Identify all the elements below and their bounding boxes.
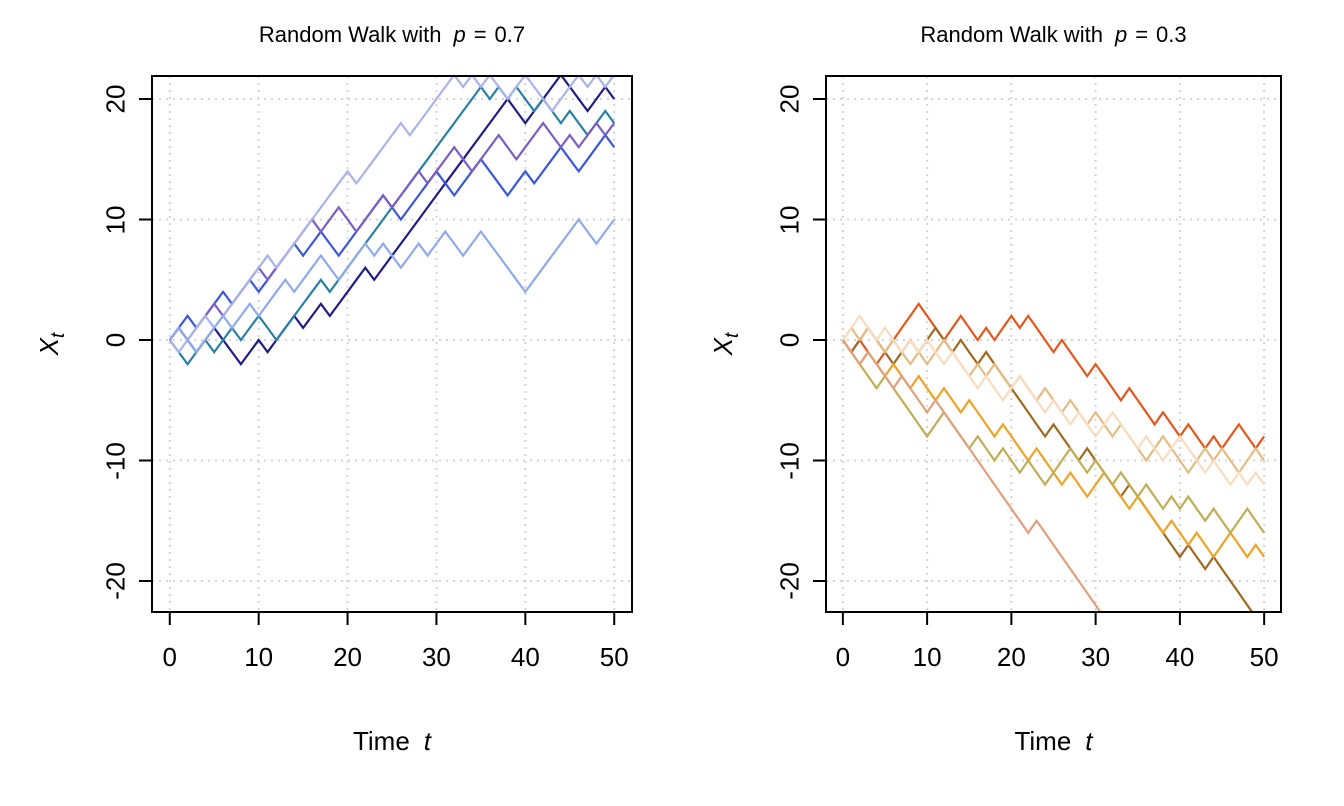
y-axis-title-var: X: [707, 337, 738, 356]
title-prefix: Random Walk with: [258, 22, 442, 47]
y-axis-title-sub: t: [48, 332, 70, 338]
panel-p07: Random Walk with p = 0.7 Time t Xt 0 10 20 30 40…: [34, 22, 633, 757]
x-tick-label: 50: [1249, 642, 1279, 672]
x-axis-title-text: Time: [1014, 726, 1072, 756]
title-equals: =: [1135, 22, 1149, 47]
title-equals: =: [473, 22, 487, 47]
x-tick-label: 40: [1165, 642, 1195, 672]
walk-salmon: [841, 339, 1102, 612]
y-axis-title-var: X: [33, 337, 64, 356]
y-tick-label: -10: [100, 441, 131, 480]
x-axis-title: Time t: [826, 726, 1281, 757]
y-axis-title-sub: t: [722, 332, 744, 338]
walk-orangered: [841, 301, 1266, 451]
y-tick-label: 10: [100, 205, 131, 234]
y-tick-label: -10: [774, 441, 805, 480]
x-axis-title-text: Time: [352, 726, 410, 756]
walk-royalblue: [168, 133, 616, 341]
x-tick-label: 10: [244, 642, 274, 672]
x-tick-label: 50: [599, 642, 629, 672]
x-tick-label: 0: [162, 642, 177, 672]
walk-amber: [841, 339, 1266, 559]
y-tick-label: 0: [774, 332, 805, 348]
x-tick-label: 20: [333, 642, 363, 672]
title-prefix: Random Walk with: [920, 22, 1103, 47]
y-tick-label: -20: [100, 562, 131, 600]
x-tick-label: 10: [912, 642, 942, 672]
title-param-p: p: [453, 22, 466, 47]
y-axis-title: Xt: [708, 333, 744, 356]
x-axis-title-var: t: [423, 726, 432, 756]
plot-area-p03: [813, 75, 1282, 625]
panel-p03: Random Walk with p = 0.3 Time t Xt 0 10 20 30 40…: [672, 0, 1344, 806]
walk-khaki: [841, 339, 1266, 535]
x-tick-label: 20: [996, 642, 1026, 672]
y-tick-label: 20: [774, 84, 805, 114]
x-tick-label: 30: [1081, 642, 1111, 672]
y-tick-label: 10: [774, 205, 805, 234]
title-p-value: 0.3: [1156, 22, 1187, 47]
plot-area-p07: [139, 75, 633, 625]
y-tick-label: 20: [100, 84, 131, 114]
walk-brown: [841, 325, 1254, 612]
y-tick-label: 0: [100, 332, 131, 348]
y-tick-label: -20: [774, 562, 805, 600]
walk-cornflower: [168, 217, 616, 354]
plot-box: [151, 75, 633, 613]
x-axis-title: Time t: [152, 726, 632, 757]
x-tick-label: 0: [835, 642, 851, 672]
chart-title-p03: Random Walk with p = 0.3: [826, 22, 1281, 48]
plot-box: [825, 75, 1282, 613]
y-axis-title: Xt: [34, 333, 70, 356]
x-tick-label: 30: [421, 642, 451, 672]
chart-title-p07: Random Walk with p = 0.7: [152, 22, 632, 48]
walk-peach: [841, 313, 1266, 487]
title-p-value: 0.7: [494, 22, 526, 47]
x-tick-label: 40: [510, 642, 540, 672]
title-param-p: p: [1114, 22, 1128, 47]
walk-purple: [168, 121, 616, 342]
x-axis-title-var: t: [1085, 726, 1093, 756]
walk-periwinkle: [168, 76, 615, 354]
